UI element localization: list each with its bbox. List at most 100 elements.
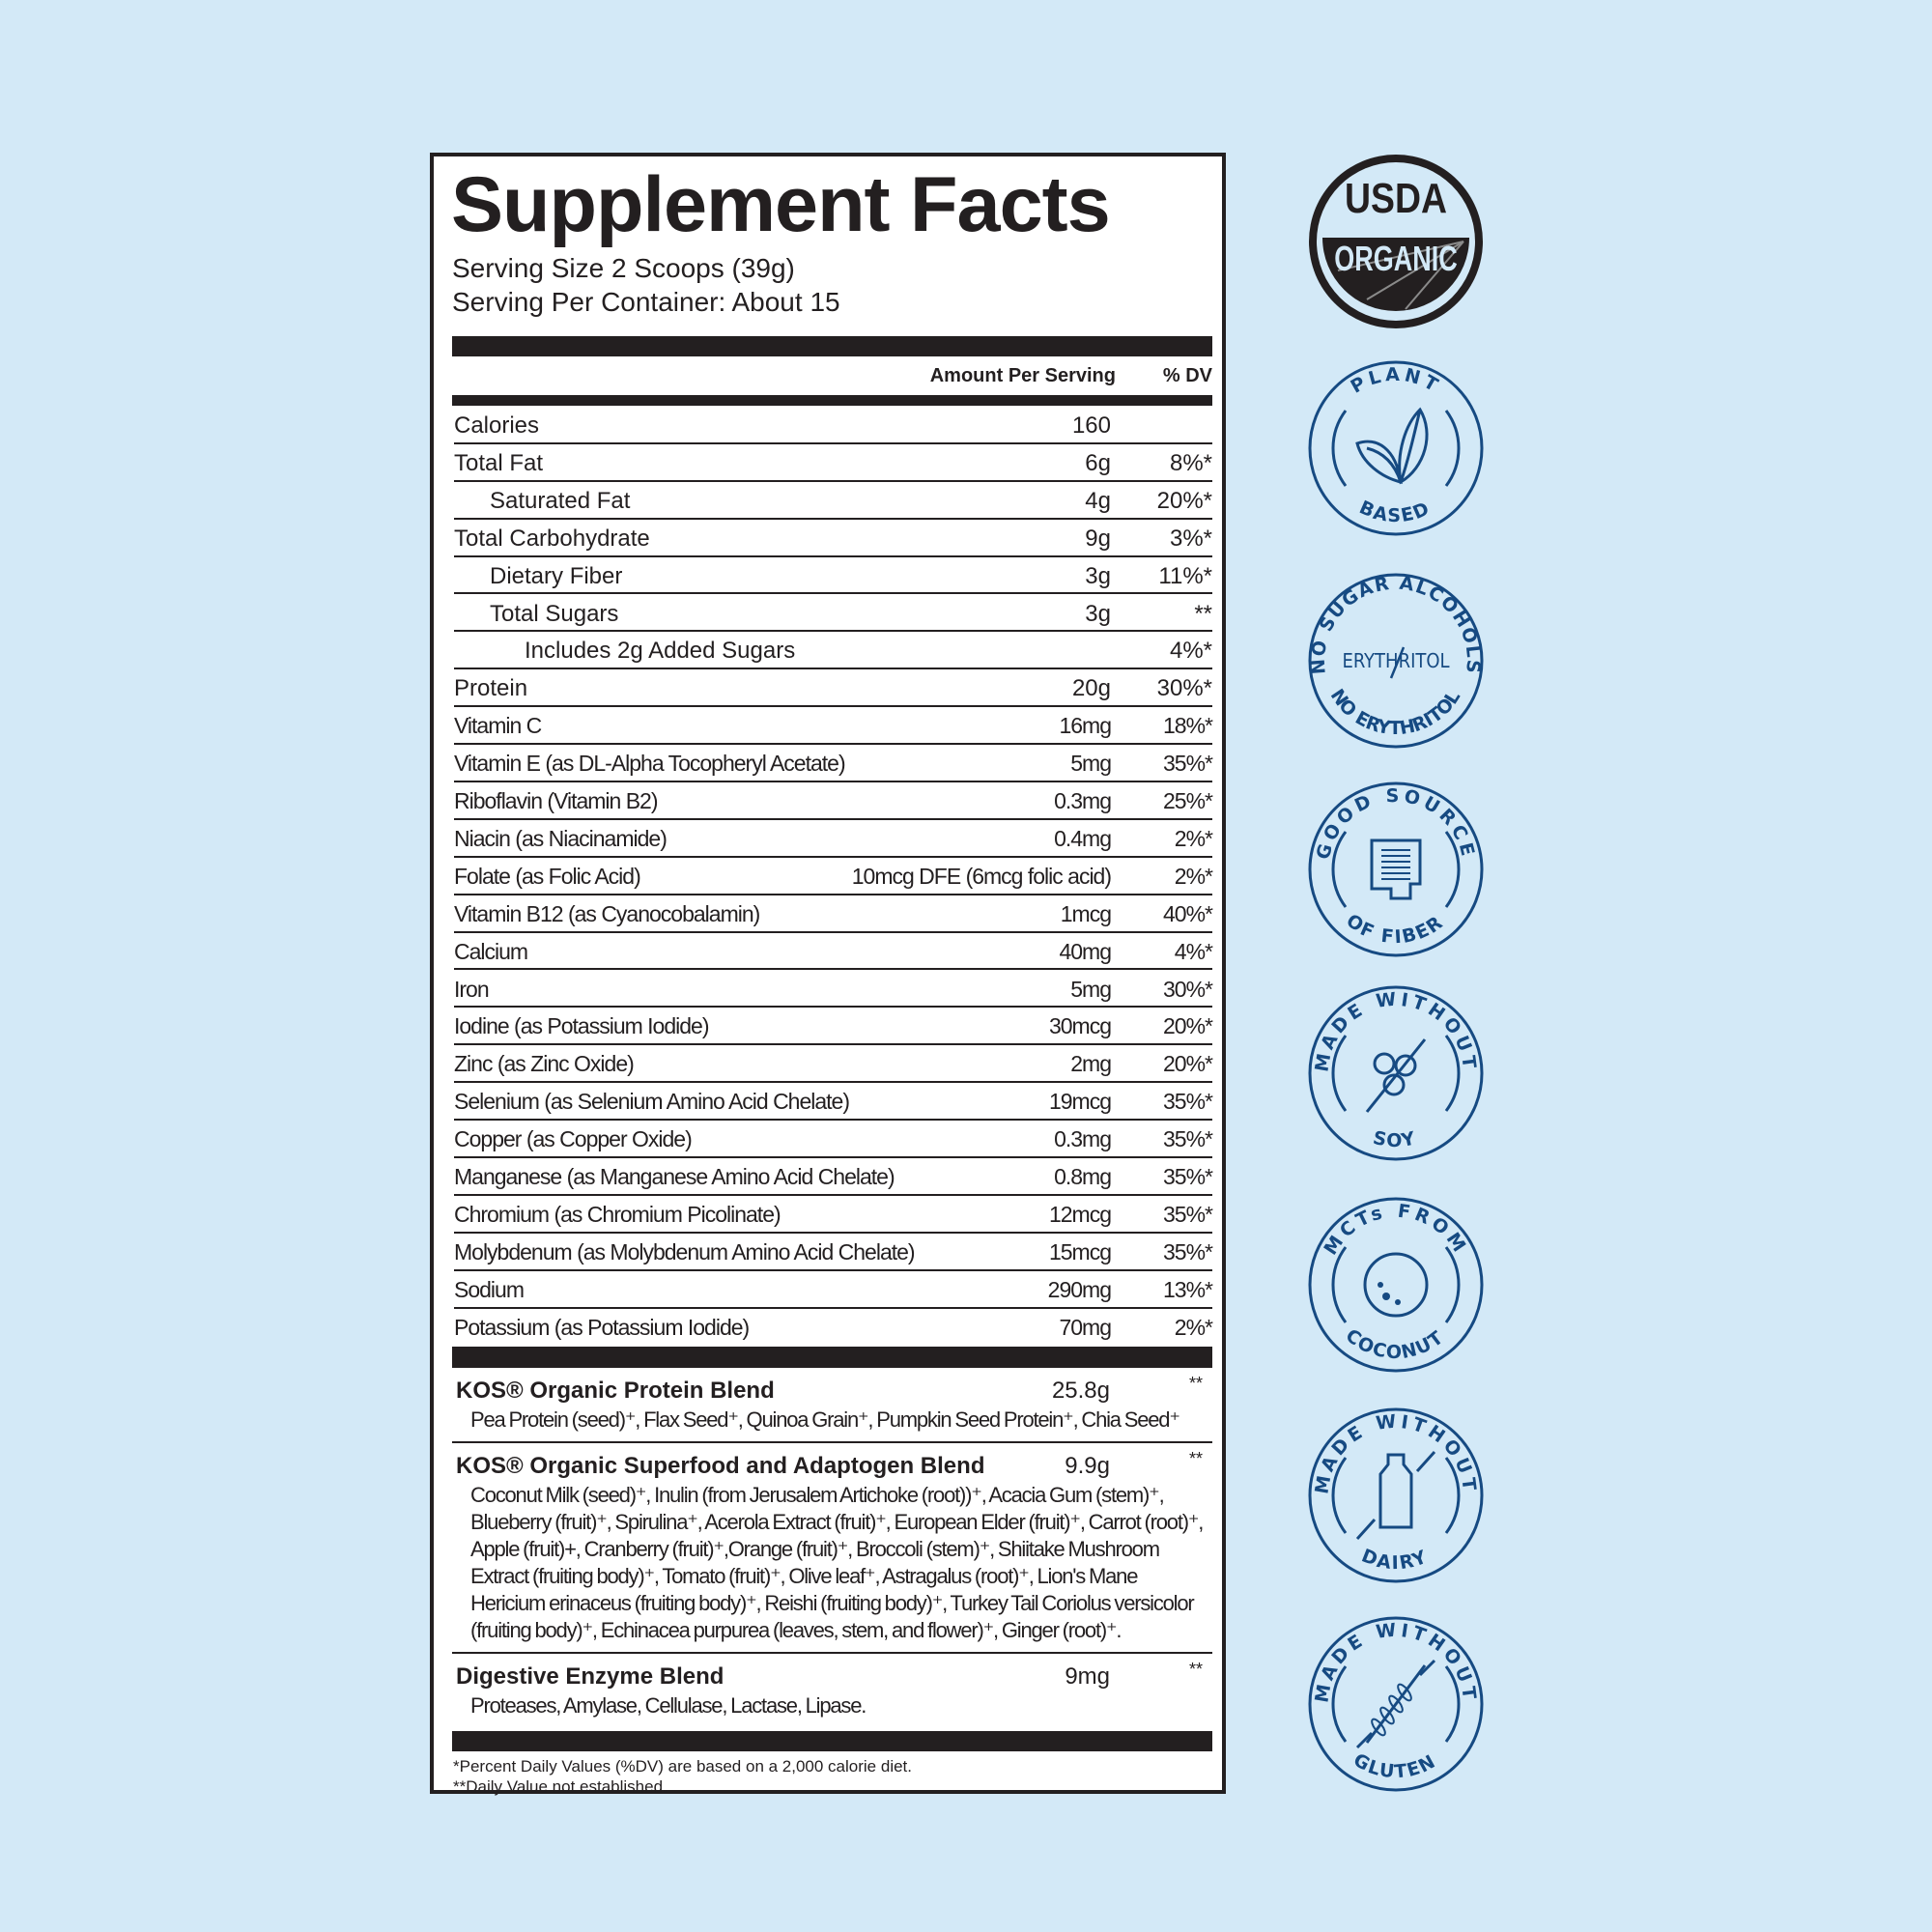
divider-medium [452, 395, 1212, 406]
badge-bottom-text: BASED [1356, 497, 1432, 526]
soybean-icon [1365, 1038, 1427, 1113]
nutrient-name: Selenium (as Selenium Amino Acid Chelate… [454, 1089, 850, 1115]
nutrient-name: Potassium (as Potassium Iodide) [454, 1314, 750, 1340]
organic-text: ORGANIC [1334, 239, 1457, 278]
nutrient-dv: 13%* [1163, 1276, 1213, 1302]
nutrient-dv: 40%* [1163, 900, 1213, 926]
badge-plant: PLANT BASED [1306, 358, 1486, 538]
blend-dv: ** [1188, 1449, 1203, 1468]
nutrient-row: Folate (as Folic Acid) 10mcg DFE (6mcg fo… [454, 858, 1213, 895]
nutrient-name: Niacin (as Niacinamide) [454, 825, 668, 851]
nutrient-amount: 6g [1085, 449, 1111, 476]
nutrient-name: Vitamin B12 (as Cyanocobalamin) [454, 900, 760, 926]
nutrient-dv: 18%* [1163, 713, 1213, 739]
badge-bottom-text: GLUTEN [1350, 1749, 1437, 1783]
servings-per-container: Serving Per Container: About 15 [452, 287, 840, 317]
nutrient-dv: 4%* [1169, 638, 1212, 665]
blend-amount: 9.9g [1065, 1453, 1110, 1479]
badge-sugar: NO SUGAR ALCOHOLS NO ERYTHRITOL ERYTHRIT… [1306, 571, 1486, 751]
nutrient-name: Molybdenum (as Molybdenum Amino Acid Che… [454, 1238, 916, 1264]
badge-usda: USDA ORGANIC [1306, 152, 1486, 331]
nutrient-name: Protein [454, 675, 528, 702]
nutrient-amount: 290mg [1047, 1276, 1112, 1302]
svg-text:COCONUT: COCONUT [1342, 1324, 1450, 1363]
milk-bottle-icon [1355, 1450, 1436, 1541]
nutrient-row: Includes 2g Added Sugars 4%* [454, 632, 1212, 670]
wheat-icon [1355, 1659, 1436, 1749]
nutrient-row: Zinc (as Zinc Oxide) 2mg 20%* [454, 1045, 1213, 1084]
divider-thick [452, 1731, 1212, 1751]
nutrient-dv: 35%* [1163, 1089, 1213, 1115]
blend-dv: ** [1188, 1660, 1203, 1679]
nutrient-amount: 15mcg [1048, 1238, 1112, 1264]
usda-text: USDA [1345, 174, 1447, 222]
nutrient-dv: ** [1194, 600, 1212, 627]
nutrient-amount: 4g [1085, 487, 1111, 514]
nutrient-dv: 2%* [1174, 1314, 1213, 1340]
badge-soy: MADE WITHOUT SOY [1306, 983, 1486, 1163]
nutrient-amount: 5mg [1070, 751, 1112, 777]
nutrient-name: Folate (as Folic Acid) [454, 863, 641, 889]
crossed-out-text-badge: NO SUGAR ALCOHOLS NO ERYTHRITOL ERYTHRIT… [1308, 573, 1484, 749]
nutrient-row: Copper (as Copper Oxide) 0.3mg 35%* [454, 1121, 1213, 1158]
nutrient-name: Dietary Fiber [490, 562, 623, 589]
badge-bottom-text: SOY [1371, 1127, 1416, 1151]
nutrient-dv: 20%* [1163, 1013, 1213, 1039]
nutrient-dv: 2%* [1174, 863, 1213, 889]
nutrient-row: Selenium (as Selenium Amino Acid Chelate… [454, 1083, 1213, 1122]
badge-bottom-text: COCONUT [1342, 1324, 1446, 1363]
nutrient-name: Manganese (as Manganese Amino Acid Chela… [454, 1164, 895, 1189]
nutrient-amount: 3g [1085, 562, 1111, 589]
coconut-icon-badge: MCTs FROM COCONUT [1308, 1197, 1484, 1373]
blend-name: KOS® Organic Protein Blend [456, 1378, 775, 1404]
nutrient-amount: 12mcg [1048, 1201, 1112, 1227]
nutrient-amount: 0.3mg [1054, 1126, 1112, 1152]
svg-text:SOY: SOY [1371, 1127, 1420, 1151]
nutrient-row: Niacin (as Niacinamide) 0.4mg 2%* [454, 820, 1213, 858]
footnotes: *Percent Daily Values (%DV) are based on… [452, 1751, 1212, 1808]
blend-name: KOS® Organic Superfood and Adaptogen Ble… [456, 1453, 985, 1479]
nutrient-row: Chromium (as Chromium Picolinate) 12mcg 35… [454, 1196, 1213, 1234]
nutrient-name: Zinc (as Zinc Oxide) [454, 1051, 635, 1077]
nutrient-row: Total Fat 6g 8%* [454, 444, 1212, 482]
nutrient-name: Iron [454, 976, 490, 1002]
intestine-icon-badge: GOOD SOURCE OF FIBER [1308, 781, 1484, 957]
nutrient-dv: 11%* [1158, 562, 1212, 589]
nutrient-row: Calcium 40mg 4%* [454, 933, 1213, 971]
badge-top-text: MADE WITHOUT [1311, 1410, 1476, 1495]
nutrient-row: Saturated Fat 4g 20%* [454, 482, 1212, 520]
nutrient-row: Iron 5mg 30%* [454, 971, 1213, 1009]
blend-ingredients: Proteases, Amylase, Cellulase, Lactase, … [470, 1693, 867, 1718]
nutrient-dv: 35%* [1163, 1164, 1213, 1189]
nutrient-name: Sodium [454, 1276, 525, 1302]
nutrient-row: Sodium 290mg 13%* [454, 1271, 1213, 1309]
badge-bottom-text: OF FIBER [1342, 910, 1445, 948]
divider-thick [452, 336, 1212, 356]
blend-header: KOS® Organic Protein Blend 25.8g ** [452, 1374, 1212, 1406]
nutrient-name: Vitamin E (as DL-Alpha Tocopheryl Acetat… [454, 751, 846, 777]
nutrient-amount: 0.3mg [1054, 788, 1112, 813]
nutrient-row: Calories 160 [454, 407, 1212, 444]
nutrient-name: Total Carbohydrate [454, 525, 650, 552]
nutrient-name: Includes 2g Added Sugars [525, 638, 796, 665]
nutrient-dv: 30%* [1156, 675, 1212, 702]
leaf-icon-badge: PLANT BASED [1308, 360, 1484, 536]
footnote-not-established: **Daily Value not established. [453, 1777, 668, 1796]
svg-text:MADE WITHOUT: MADE WITHOUT [1311, 1619, 1480, 1704]
footnote-dv: *Percent Daily Values (%DV) are based on… [453, 1757, 912, 1776]
svg-text:MCTs FROM: MCTs FROM [1320, 1201, 1471, 1260]
svg-text:BASED: BASED [1356, 497, 1435, 526]
nutrient-amount: 20g [1071, 675, 1111, 702]
usda-organic-seal: USDA ORGANIC [1309, 155, 1483, 328]
nutrient-dv: 35%* [1163, 751, 1213, 777]
nutrient-amount: 19mcg [1048, 1089, 1112, 1115]
nutrient-row: Riboflavin (Vitamin B2) 0.3mg 25%* [454, 782, 1213, 820]
badge-top-text: MADE WITHOUT [1311, 1619, 1476, 1704]
nutrient-amount: 9g [1085, 525, 1111, 552]
nutrient-amount: 5mg [1070, 976, 1112, 1002]
blends-and-footnotes: KOS® Organic Protein Blend 25.8g ** Pea Pro… [452, 1347, 1212, 1808]
svg-text:MADE WITHOUT: MADE WITHOUT [1311, 1410, 1480, 1495]
nutrient-row: Vitamin C 16mg 18%* [454, 707, 1213, 746]
blend: KOS® Organic Protein Blend 25.8g ** Pea Pro… [452, 1368, 1212, 1443]
svg-text:GLUTEN: GLUTEN [1350, 1749, 1441, 1783]
